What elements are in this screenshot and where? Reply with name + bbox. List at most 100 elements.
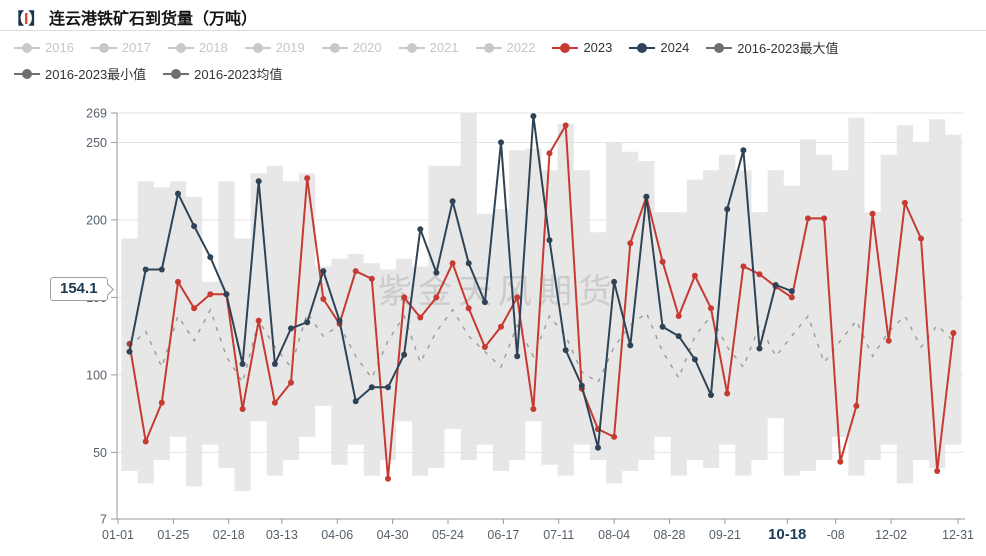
series-2023-point[interactable] <box>255 317 262 324</box>
legend-item-2022[interactable]: 2022 <box>475 40 535 55</box>
series-2023-point[interactable] <box>514 294 521 301</box>
series-2023-point[interactable] <box>885 337 892 344</box>
series-2024-point[interactable] <box>142 266 149 273</box>
legend-item-2017[interactable]: 2017 <box>90 40 151 55</box>
series-2024-point[interactable] <box>578 382 585 389</box>
series-2023-point[interactable] <box>934 468 941 474</box>
series-2023-point[interactable] <box>449 260 456 267</box>
series-2024-point[interactable] <box>304 319 311 326</box>
series-2023-point[interactable] <box>191 305 198 312</box>
series-2024-point[interactable] <box>724 206 731 213</box>
series-2023-point[interactable] <box>142 438 149 445</box>
series-2024-point[interactable] <box>465 260 472 267</box>
series-2024-point[interactable] <box>191 223 198 230</box>
series-2023-point[interactable] <box>724 390 731 397</box>
series-2023-point[interactable] <box>288 379 294 386</box>
series-2024-point[interactable] <box>659 323 666 330</box>
series-2024-point[interactable] <box>255 178 262 185</box>
series-2023-point[interactable] <box>530 406 537 412</box>
series-2024-point[interactable] <box>126 348 133 355</box>
series-2024-point[interactable] <box>368 384 375 391</box>
series-2023-point[interactable] <box>691 272 698 279</box>
series-2024-point[interactable] <box>449 198 456 205</box>
legend-item-2018[interactable]: 2018 <box>167 40 228 55</box>
series-2023-point[interactable] <box>417 314 424 321</box>
series-2024-point[interactable] <box>546 237 553 244</box>
series-2024-point[interactable] <box>788 288 795 295</box>
series-2023-point[interactable] <box>821 215 828 222</box>
series-2023-point[interactable] <box>853 402 860 409</box>
series-2023-point[interactable] <box>611 433 618 440</box>
series-2023-point[interactable] <box>869 210 876 217</box>
series-2024-point[interactable] <box>401 351 408 358</box>
series-2023-point[interactable] <box>207 291 214 298</box>
legend-item-2016-2023最小值[interactable]: 2016-2023最小值 <box>14 64 146 83</box>
series-2024-point[interactable] <box>385 384 391 391</box>
series-2023-point[interactable] <box>918 235 924 242</box>
series-2024-point[interactable] <box>708 392 714 398</box>
series-2023-point[interactable] <box>788 294 795 301</box>
series-2024-point[interactable] <box>239 361 246 367</box>
series-2024-point[interactable] <box>271 361 278 367</box>
series-2023-point[interactable] <box>401 294 408 301</box>
series-2024-point[interactable] <box>320 268 327 275</box>
series-2024-point[interactable] <box>530 113 537 120</box>
series-2023-point[interactable] <box>481 344 488 350</box>
series-2024-point[interactable] <box>336 317 343 324</box>
series-2024-point[interactable] <box>643 193 650 200</box>
legend-item-2016[interactable]: 2016 <box>14 40 74 55</box>
series-2023-point[interactable] <box>627 240 634 247</box>
series-2024-point[interactable] <box>481 299 488 306</box>
series-2023-point[interactable] <box>465 305 472 312</box>
series-2024-line[interactable] <box>128 115 793 449</box>
series-2023-point[interactable] <box>950 330 957 336</box>
series-2024-point[interactable] <box>611 278 618 285</box>
series-2023-point[interactable] <box>433 294 440 301</box>
series-2024-point[interactable] <box>417 226 424 233</box>
series-2024-point[interactable] <box>498 139 504 146</box>
legend-item-2024[interactable]: 2024 <box>629 40 689 55</box>
legend-item-2016-2023最大值[interactable]: 2016-2023最大值 <box>706 38 838 57</box>
series-2023-point[interactable] <box>175 278 181 285</box>
series-2023-point[interactable] <box>562 122 569 129</box>
series-2024-point[interactable] <box>223 291 230 298</box>
series-2023-point[interactable] <box>498 323 504 330</box>
series-2023-point[interactable] <box>304 175 311 182</box>
series-2024-point[interactable] <box>756 345 763 352</box>
series-2023-point[interactable] <box>320 296 327 302</box>
series-2024-point[interactable] <box>595 444 601 451</box>
legend-item-2023[interactable]: 2023 <box>552 40 612 55</box>
series-2024-point[interactable] <box>675 333 682 340</box>
series-2024-point[interactable] <box>175 190 181 197</box>
series-2023-point[interactable] <box>546 150 553 157</box>
series-2023-point[interactable] <box>352 268 359 275</box>
series-2023-point[interactable] <box>659 258 666 265</box>
legend-item-2021[interactable]: 2021 <box>398 40 459 55</box>
series-2023-point[interactable] <box>385 475 391 482</box>
series-2023-point[interactable] <box>239 406 246 412</box>
series-2023-point[interactable] <box>271 399 278 406</box>
series-2023-point[interactable] <box>805 215 811 222</box>
series-2024-point[interactable] <box>352 398 359 405</box>
series-2023-point[interactable] <box>901 199 908 206</box>
series-2024-point[interactable] <box>562 347 569 354</box>
series-2024-point[interactable] <box>158 266 165 273</box>
series-2024-point[interactable] <box>288 325 294 332</box>
series-2024-point[interactable] <box>514 353 521 360</box>
legend-item-2019[interactable]: 2019 <box>244 40 305 55</box>
series-2024-point[interactable] <box>740 147 747 154</box>
series-2023-point[interactable] <box>756 271 763 278</box>
series-2023-point[interactable] <box>740 263 747 270</box>
series-2024-point[interactable] <box>433 269 440 276</box>
series-2024-point[interactable] <box>627 342 634 349</box>
series-2023-point[interactable] <box>675 313 682 319</box>
series-2023-point[interactable] <box>708 305 714 312</box>
series-2023-point[interactable] <box>368 275 375 282</box>
series-2024-point[interactable] <box>772 282 779 288</box>
series-2023-point[interactable] <box>837 458 844 465</box>
series-2023-point[interactable] <box>158 399 165 406</box>
series-2024-point[interactable] <box>691 356 698 363</box>
series-2024-point[interactable] <box>207 254 214 261</box>
legend-item-2020[interactable]: 2020 <box>321 40 382 55</box>
